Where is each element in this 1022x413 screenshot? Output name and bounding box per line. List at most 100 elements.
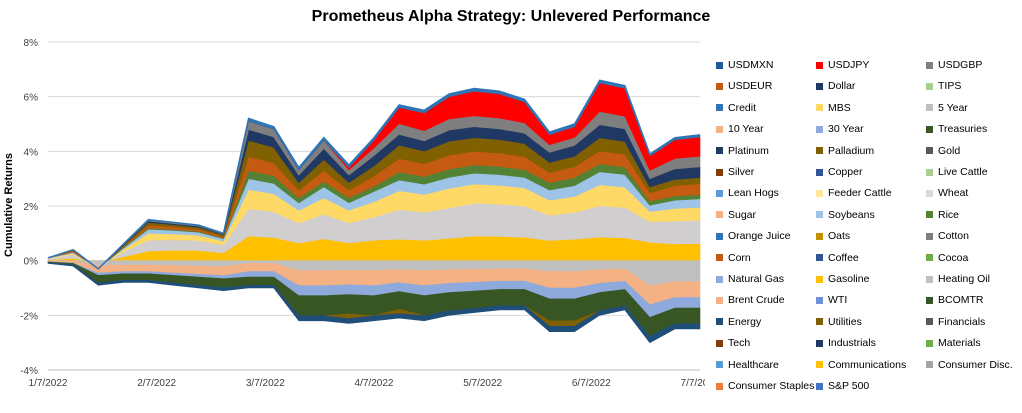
legend-label: Tech <box>728 337 751 350</box>
legend-item: Platinum <box>716 142 769 160</box>
legend-item: S&P 500 <box>816 377 869 395</box>
legend-item: Live Cattle <box>926 163 988 181</box>
legend-label: 5 Year <box>938 101 968 114</box>
legend-label: Healthcare <box>728 358 779 371</box>
legend-label: S&P 500 <box>828 380 870 392</box>
legend-label: Dollar <box>828 80 856 93</box>
legend-item: Healthcare <box>716 356 779 374</box>
legend-swatch <box>926 296 933 304</box>
legend-item: TIPS <box>926 77 961 95</box>
legend-label: TIPS <box>938 80 962 93</box>
legend-item: Soybeans <box>816 206 875 224</box>
legend-swatch <box>716 254 723 262</box>
legend-swatch <box>926 168 933 176</box>
legend-swatch <box>926 147 933 155</box>
legend-item: Brent Crude <box>716 291 785 309</box>
axes: 8% 6% 4% 2% 0% -2% -4%1/7/2022 2/7/2022 3/7/2022… <box>20 38 705 389</box>
legend-label: Oats <box>828 230 851 243</box>
legend-item: Feeder Cattle <box>816 184 892 202</box>
legend-label: Orange Juice <box>728 230 791 243</box>
legend-item: Palladium <box>816 142 874 160</box>
legend-swatch <box>926 232 933 240</box>
legend-item: 30 Year <box>816 120 864 138</box>
legend-item: Corn <box>716 249 751 267</box>
legend-swatch <box>816 318 823 326</box>
y-tick-label: 4% <box>24 147 39 158</box>
legend-item: Oats <box>816 227 850 245</box>
legend-label: Copper <box>828 166 863 178</box>
legend-label: Consumer Disc. <box>938 358 1013 371</box>
legend-label: USDGBP <box>938 59 983 71</box>
legend-swatch <box>816 168 823 176</box>
legend-swatch <box>716 296 723 304</box>
legend-label: Silver <box>728 166 755 178</box>
legend-label: Utilities <box>828 315 862 328</box>
x-tick-label: 2/7/2022 <box>137 378 176 389</box>
legend-swatch <box>716 189 723 197</box>
legend-swatch <box>816 104 823 112</box>
legend-item: Materials <box>926 334 981 352</box>
legend-swatch <box>716 382 723 390</box>
legend-swatch <box>716 147 723 155</box>
legend-label: Live Cattle <box>938 166 988 178</box>
legend-item: 10 Year <box>716 120 764 138</box>
x-tick-label: 6/7/2022 <box>572 378 611 389</box>
legend-item: Lean Hogs <box>716 184 779 202</box>
legend-label: MBS <box>828 101 851 114</box>
x-tick-label: 1/7/2022 <box>29 378 68 389</box>
legend-item: Cotton <box>926 227 969 245</box>
legend-label: USDEUR <box>728 80 773 93</box>
legend-label: Soybeans <box>828 208 875 221</box>
legend-swatch <box>816 147 823 155</box>
legend-swatch <box>926 104 933 112</box>
y-tick-label: 6% <box>24 93 39 104</box>
legend-label: Credit <box>728 101 757 114</box>
legend-swatch <box>716 125 723 133</box>
legend-swatch <box>816 211 823 219</box>
legend-item: Consumer Disc. <box>926 356 1013 374</box>
legend-label: Financials <box>938 315 986 328</box>
legend-swatch <box>716 61 723 69</box>
legend-label: Communications <box>828 358 907 371</box>
legend-item: Natural Gas <box>716 270 784 288</box>
legend-item: Industrials <box>816 334 876 352</box>
legend-item: 5 Year <box>926 99 968 117</box>
legend-label: Natural Gas <box>728 273 785 285</box>
legend-swatch <box>716 82 723 90</box>
legend-item: Credit <box>716 99 756 117</box>
legend-label: Rice <box>938 208 960 221</box>
legend-swatch <box>926 275 933 283</box>
legend-label: Gasoline <box>828 273 870 285</box>
legend-item: WTI <box>816 291 847 309</box>
legend-label: Brent Crude <box>728 294 785 307</box>
legend-label: Consumer Staples <box>728 380 815 392</box>
legend-item: BCOMTR <box>926 291 984 309</box>
legend-label: Coffee <box>828 251 859 264</box>
area-series-negative <box>47 262 701 344</box>
legend-swatch <box>716 211 723 219</box>
legend-item: USDGBP <box>926 56 982 74</box>
x-tick-label: 3/7/2022 <box>246 378 285 389</box>
legend-swatch <box>816 296 823 304</box>
legend-item: Sugar <box>716 206 756 224</box>
legend-swatch <box>926 361 933 369</box>
legend-swatch <box>816 189 823 197</box>
legend-swatch <box>926 189 933 197</box>
plot-area: 8% 6% 4% 2% 0% -2% -4%1/7/2022 2/7/2022 3/7/2022… <box>3 38 705 389</box>
legend-label: 30 Year <box>828 123 864 136</box>
legend-label: Energy <box>728 315 762 328</box>
legend-label: WTI <box>828 294 848 307</box>
legend-item: Silver <box>716 163 754 181</box>
legend-swatch <box>926 125 933 133</box>
legend-label: Wheat <box>938 187 969 200</box>
legend-item: Copper <box>816 163 862 181</box>
legend-swatch <box>716 104 723 112</box>
legend-label: Industrials <box>828 337 876 350</box>
y-axis-label: Cumulative Returns <box>3 153 15 257</box>
chart-title: Prometheus Alpha Strategy: Unlevered Per… <box>311 8 711 25</box>
legend-swatch <box>716 318 723 326</box>
legend-item: Coffee <box>816 249 859 267</box>
legend-swatch <box>716 168 723 176</box>
legend-label: Platinum <box>728 144 769 157</box>
legend-label: Feeder Cattle <box>828 187 892 200</box>
